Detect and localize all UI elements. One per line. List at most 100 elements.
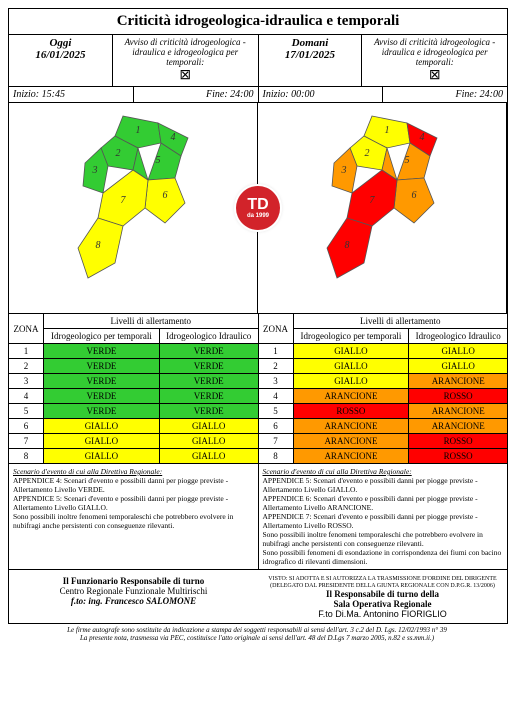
level-cell: GIALLO (44, 449, 160, 464)
today-label: Oggi (12, 37, 109, 49)
zone-num: 3 (9, 374, 44, 389)
level-cell: GIALLO (293, 359, 409, 374)
zone-num: 7 (259, 434, 294, 449)
region-label: 3 (92, 165, 98, 176)
table-row: 3 GIALLO ARANCIONE (259, 374, 508, 389)
tomorrow-checkbox-icon: ⊠ (429, 67, 441, 84)
tomorrow-fine: Fine: 24:00 (383, 87, 507, 102)
level-cell: VERDE (159, 344, 257, 359)
level-cell: ARANCIONE (409, 419, 507, 434)
level-cell: VERDE (159, 374, 257, 389)
signature-left: Il Funzionario Responsabile di turno Cen… (9, 570, 258, 623)
fine-label: Fine: (456, 89, 478, 100)
level-cell: ARANCIONE (293, 389, 409, 404)
page-title: Criticità idrogeologica-idraulica e temp… (9, 9, 507, 35)
region-shape (78, 218, 123, 278)
footer-note: Le firme autografe sono sostituite da in… (8, 624, 506, 644)
scenario-row: Scenario d'evento di cui alla Direttiva … (9, 464, 507, 570)
table-row: 7 ARANCIONE ROSSO (259, 434, 508, 449)
region-label: 6 (163, 190, 168, 201)
level-cell: ARANCIONE (409, 404, 507, 419)
table-row: 4 ARANCIONE ROSSO (259, 389, 508, 404)
logo-sub: da 1999 (247, 213, 269, 219)
calabria-map-tomorrow: 12345678 (302, 108, 462, 308)
region-label: 2 (116, 148, 121, 159)
calabria-map-today: 12345678 (53, 108, 213, 308)
zone-num: 4 (9, 389, 44, 404)
table-row: 2 VERDE VERDE (9, 359, 258, 374)
level-cell: GIALLO (159, 434, 257, 449)
tomorrow-date: 17/01/2025 (262, 49, 359, 61)
inizio-label: Inizio: (263, 89, 289, 100)
level-cell: VERDE (159, 404, 257, 419)
sign-left-title: Il Funzionario Responsabile di turno (13, 576, 254, 586)
zone-num: 1 (9, 344, 44, 359)
sign-right-visto1: VISTO: SI ADOTTA E SI AUTORIZZA LA TRASM… (262, 576, 503, 583)
inizio-label: Inizio: (13, 89, 39, 100)
level-cell: VERDE (159, 359, 257, 374)
tomorrow-label: Domani (262, 37, 359, 49)
tomorrow-inizio-val: 00:00 (291, 89, 314, 100)
region-label: 5 (156, 155, 161, 166)
level-cell: ROSSO (409, 434, 507, 449)
level-cell: VERDE (44, 389, 160, 404)
sign-right-title: Il Responsabile di turno della (262, 589, 503, 599)
table-row: 3 VERDE VERDE (9, 374, 258, 389)
table-row: 1 GIALLO GIALLO (259, 344, 508, 359)
maps-row: 12345678 12345678 TD da 1999 (9, 103, 507, 314)
table-row: 2 GIALLO GIALLO (259, 359, 508, 374)
zone-num: 3 (259, 374, 294, 389)
table-row: 7 GIALLO GIALLO (9, 434, 258, 449)
zone-num: 5 (9, 404, 44, 419)
map-today: 12345678 (9, 103, 258, 313)
today-date: 16/01/2025 (12, 49, 109, 61)
today-fine: Fine: 24:00 (134, 87, 259, 102)
region-label: 2 (365, 148, 370, 159)
level-cell: VERDE (159, 389, 257, 404)
today-fine-val: 24:00 (230, 89, 253, 100)
table-row: 4 VERDE VERDE (9, 389, 258, 404)
zone-num: 4 (259, 389, 294, 404)
region-label: 1 (385, 125, 390, 136)
zone-num: 2 (9, 359, 44, 374)
level-cell: ARANCIONE (293, 419, 409, 434)
level-cell: GIALLO (159, 419, 257, 434)
time-row: Inizio: 15:45 Fine: 24:00 Inizio: 00:00 … (9, 87, 507, 103)
level-cell: ROSSO (293, 404, 409, 419)
header-row: Oggi 16/01/2025 Avviso di criticità idro… (9, 35, 507, 87)
zone-num: 8 (9, 449, 44, 464)
table-row: 8 ARANCIONE ROSSO (259, 449, 508, 464)
table-row: 5 ROSSO ARANCIONE (259, 404, 508, 419)
today-checkbox-icon: ⊠ (179, 67, 191, 84)
zone-num: 6 (259, 419, 294, 434)
region-label: 3 (341, 165, 347, 176)
level-cell: ARANCIONE (293, 434, 409, 449)
level-cell: GIALLO (159, 449, 257, 464)
today-date-col: Oggi 16/01/2025 (9, 35, 113, 86)
signature-right: VISTO: SI ADOTTA E SI AUTORIZZA LA TRASM… (258, 570, 507, 623)
zone-num: 8 (259, 449, 294, 464)
signature-row: Il Funzionario Responsabile di turno Cen… (9, 570, 507, 623)
fine-label: Fine: (206, 89, 228, 100)
levels-row: ZONALivelli di allertamentoIdrogeologico… (9, 314, 507, 464)
region-label: 8 (96, 240, 101, 251)
zone-num: 6 (9, 419, 44, 434)
region-label: 4 (171, 132, 176, 143)
level-cell: GIALLO (44, 419, 160, 434)
region-shape (327, 218, 372, 278)
level-cell: VERDE (44, 374, 160, 389)
tomorrow-avviso-col: Avviso di criticità idrogeologica - idra… (362, 35, 507, 86)
levels-tomorrow: ZONALivelli di allertamentoIdrogeologico… (259, 314, 508, 463)
map-tomorrow: 12345678 (258, 103, 507, 313)
scenario-today: Scenario d'evento di cui alla Direttiva … (9, 464, 259, 569)
table-row: 8 GIALLO GIALLO (9, 449, 258, 464)
level-cell: ROSSO (409, 449, 507, 464)
level-cell: VERDE (44, 344, 160, 359)
logo-main: TD (247, 197, 268, 213)
level-cell: VERDE (44, 404, 160, 419)
level-cell: ARANCIONE (409, 374, 507, 389)
table-row: 1 VERDE VERDE (9, 344, 258, 359)
sign-right-org: Sala Operativa Regionale (262, 599, 503, 609)
tomorrow-date-col: Domani 17/01/2025 (259, 35, 363, 86)
level-cell: ROSSO (409, 389, 507, 404)
